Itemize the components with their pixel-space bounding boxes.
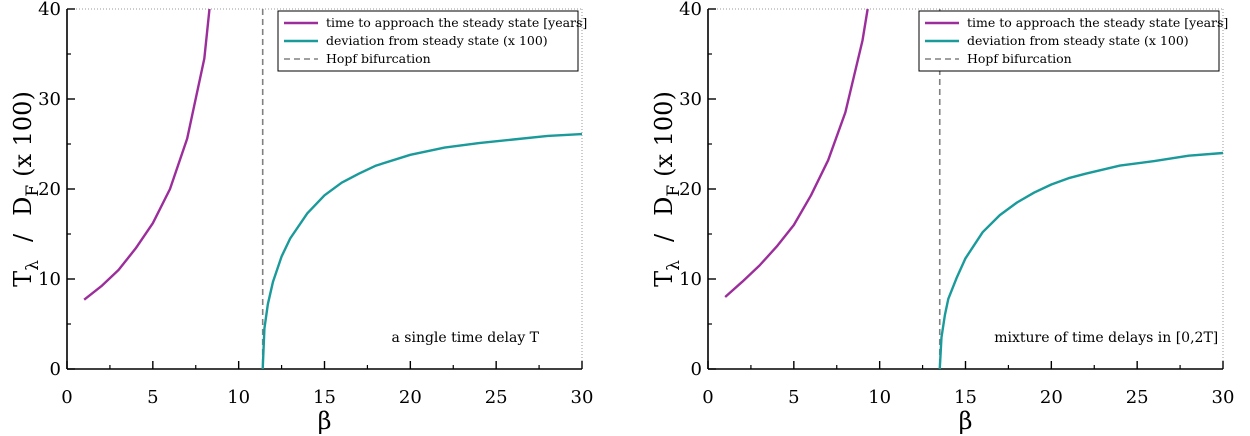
legend-entry-deviation-label: deviation from steady state (x 100) xyxy=(967,33,1189,48)
y-axis-title-part: T xyxy=(650,271,678,287)
series-line-deviation xyxy=(261,132,583,370)
y-tick-label: 20 xyxy=(38,179,61,200)
series-line-time-to-steady-state xyxy=(83,8,211,301)
y-axis-title-part: / xyxy=(9,233,37,242)
y-tick-label: 10 xyxy=(679,269,702,290)
y-axis-title-part: (x 100) xyxy=(9,91,37,177)
x-tick-label: 5 xyxy=(147,387,158,408)
y-tick-label: 30 xyxy=(38,89,61,110)
panel-annotation: mixture of time delays in [0,2T] xyxy=(994,330,1218,346)
y-tick-label: 10 xyxy=(38,269,61,290)
y-axis-title-part: F xyxy=(23,185,43,197)
chart-panel-right: 0 5 10 15 20 25 30 0 10 20 30 40 β Tλ / DF (x 100) time t… xyxy=(650,0,1234,435)
legend-entry-time-label: time to approach the steady state [years… xyxy=(326,15,587,30)
series-line-deviation xyxy=(938,151,1224,370)
y-tick-label: 0 xyxy=(50,359,61,380)
x-tick-label: 5 xyxy=(788,387,799,408)
x-tick-label: 0 xyxy=(61,387,72,408)
y-tick-label: 0 xyxy=(691,359,702,380)
legend-entry-time-label: time to approach the steady state [years… xyxy=(967,15,1228,30)
legend-entry-deviation-label: deviation from steady state (x 100) xyxy=(326,33,548,48)
x-tick-label: 10 xyxy=(227,387,250,408)
x-tick-label: 25 xyxy=(485,387,508,408)
y-axis-title: Tλ / DF (x 100) xyxy=(9,91,43,287)
x-tick-label: 30 xyxy=(571,387,594,408)
x-tick-label: 25 xyxy=(1126,387,1149,408)
y-tick-label: 30 xyxy=(679,89,702,110)
legend-box xyxy=(918,10,1220,72)
y-axis-title-part: (x 100) xyxy=(650,91,678,177)
x-tick-label: 30 xyxy=(1212,387,1235,408)
chart-panel-left: 0 5 10 15 20 25 30 0 10 20 30 40 β Tλ / DF (x 100) time t… xyxy=(9,0,593,435)
y-axis-title-part: D xyxy=(9,197,37,216)
x-tick-label: 20 xyxy=(1040,387,1063,408)
x-tick-label: 0 xyxy=(702,387,713,408)
y-tick-label: 40 xyxy=(38,0,61,20)
x-tick-label: 10 xyxy=(868,387,891,408)
x-axis-title: β xyxy=(318,407,332,435)
legend: time to approach the steady state [years… xyxy=(918,10,1228,72)
x-tick-label: 20 xyxy=(399,387,422,408)
legend-entry-hopf-label: Hopf bifurcation xyxy=(967,51,1072,66)
y-axis-title-part: F xyxy=(664,185,684,197)
series-line-time-to-steady-state xyxy=(724,8,869,298)
x-tick-label: 15 xyxy=(313,387,336,408)
legend-box xyxy=(277,10,579,72)
y-axis-title-part: D xyxy=(650,197,678,216)
x-tick-label: 15 xyxy=(954,387,977,408)
y-axis-title-part: T xyxy=(9,271,37,287)
legend-entry-hopf-label: Hopf bifurcation xyxy=(326,51,431,66)
y-axis-title-part: λ xyxy=(664,260,684,271)
y-axis-title: Tλ / DF (x 100) xyxy=(650,91,684,287)
y-tick-label: 20 xyxy=(679,179,702,200)
x-axis-title: β xyxy=(959,407,973,435)
legend: time to approach the steady state [years… xyxy=(277,10,587,72)
y-tick-label: 40 xyxy=(679,0,702,20)
panel-annotation: a single time delay T xyxy=(391,330,539,346)
y-axis-title-part: λ xyxy=(23,260,43,271)
y-axis-title-part: / xyxy=(650,233,678,242)
